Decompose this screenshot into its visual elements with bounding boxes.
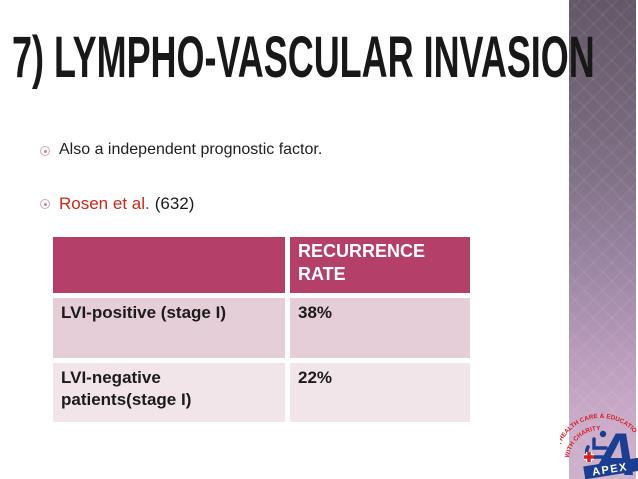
citation-number: (632) bbox=[154, 194, 195, 213]
bullet-text: Rosen et al. (632) bbox=[59, 194, 194, 214]
apex-logo-graphic: A APEX QUALITY, HEALTH CARE & EDUCATION bbox=[552, 392, 638, 479]
apex-brand-text: APEX bbox=[591, 461, 628, 478]
table-header-empty bbox=[53, 237, 285, 293]
citation-reference: Rosen et al. bbox=[59, 194, 150, 213]
table-row-label: LVI-positive (stage I) bbox=[53, 298, 285, 358]
bullet-item: Rosen et al. (632) bbox=[40, 194, 194, 214]
bullet-item: Also a independent prognostic factor. bbox=[40, 141, 322, 159]
decorative-side-bar bbox=[569, 0, 636, 479]
apex-logo: A APEX QUALITY, HEALTH CARE & EDUCATION bbox=[552, 392, 638, 479]
table-row-label: LVI-negative patients(stage I) bbox=[53, 363, 285, 422]
bullet-icon bbox=[40, 146, 50, 156]
table-row-value: 38% bbox=[290, 298, 470, 358]
recurrence-table: RECURRENCE RATE LVI-positive (stage I) 3… bbox=[53, 237, 470, 422]
slide-title: 7) LYMPHO-VASCULAR INVASION bbox=[12, 25, 595, 90]
bullet-text: Also a independent prognostic factor. bbox=[59, 141, 323, 158]
table-row-value: 22% bbox=[290, 363, 470, 422]
apex-band: APEX bbox=[583, 457, 638, 479]
bullet-icon bbox=[40, 199, 50, 209]
red-cross-icon bbox=[584, 452, 594, 462]
bullet-dot-icon bbox=[43, 202, 47, 206]
figure-head-icon bbox=[599, 430, 607, 438]
table-header-recurrence-rate: RECURRENCE RATE bbox=[290, 237, 470, 293]
bullet-dot-icon bbox=[43, 149, 47, 153]
